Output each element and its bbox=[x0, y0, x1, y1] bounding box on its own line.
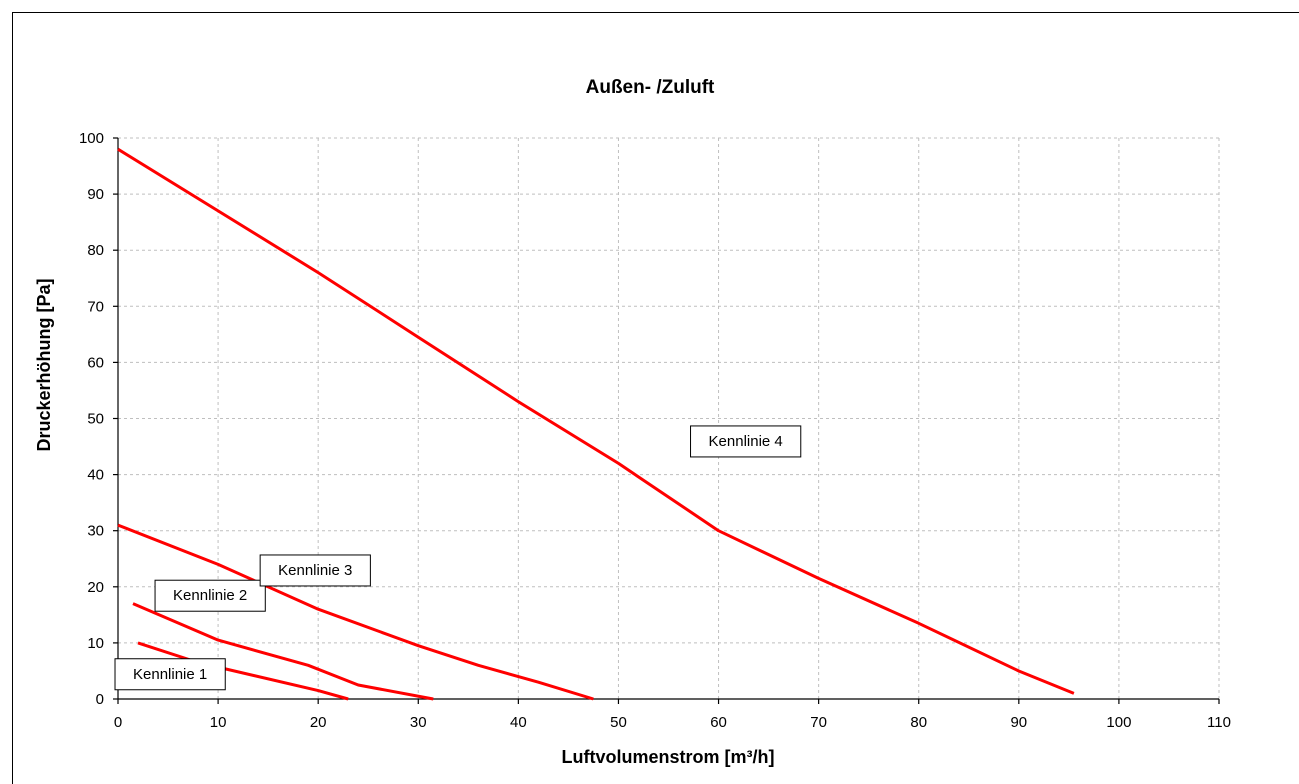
y-tick-label-4: 40 bbox=[87, 467, 104, 484]
x-tick-label-1: 10 bbox=[210, 714, 227, 731]
series-line-2 bbox=[132, 602, 434, 701]
x-tick-label-9: 90 bbox=[1010, 714, 1027, 731]
x-tick-label-10: 100 bbox=[1106, 714, 1131, 731]
y-tick-label-5: 50 bbox=[87, 411, 104, 428]
x-tick-label-3: 30 bbox=[410, 714, 427, 731]
y-tick-label-10: 100 bbox=[79, 130, 104, 147]
y-tick-label-0: 0 bbox=[96, 691, 104, 708]
y-tick-label-1: 10 bbox=[87, 635, 104, 652]
annotation-1: Kennlinie 1 bbox=[114, 658, 226, 691]
x-tick-label-8: 80 bbox=[910, 714, 927, 731]
chart-frame bbox=[12, 12, 1299, 784]
y-tick-label-7: 70 bbox=[87, 298, 104, 315]
x-tick-label-0: 0 bbox=[114, 714, 122, 731]
annotation-box-3 bbox=[259, 554, 371, 587]
series-line-3 bbox=[117, 523, 594, 701]
y-tick-label-3: 30 bbox=[87, 523, 104, 540]
x-tick-label-5: 50 bbox=[610, 714, 627, 731]
annotation-3: Kennlinie 3 bbox=[259, 554, 371, 587]
series-line-1 bbox=[137, 641, 349, 701]
x-tick-label-11: 110 bbox=[1207, 714, 1231, 731]
annotation-box-1 bbox=[114, 658, 226, 691]
annotation-label-3: Kennlinie 3 bbox=[278, 562, 352, 579]
x-tick-label-6: 60 bbox=[710, 714, 727, 731]
x-tick-label-4: 40 bbox=[510, 714, 527, 731]
annotation-label-4: Kennlinie 4 bbox=[709, 433, 783, 450]
y-tick-label-6: 60 bbox=[87, 354, 104, 371]
y-tick-label-9: 90 bbox=[87, 186, 104, 203]
chart-title: Außen- /Zuluft bbox=[586, 77, 715, 98]
y-axis-title: Druckerhöhung [Pa] bbox=[34, 278, 54, 451]
annotation-label-2: Kennlinie 2 bbox=[173, 587, 247, 604]
series-line-4 bbox=[117, 147, 1075, 695]
x-tick-label-7: 70 bbox=[810, 714, 827, 731]
annotation-box-4 bbox=[690, 425, 802, 458]
x-axis-title: Luftvolumenstrom [m³/h] bbox=[562, 747, 775, 767]
annotation-label-1: Kennlinie 1 bbox=[133, 666, 207, 683]
annotation-2: Kennlinie 2 bbox=[154, 579, 266, 612]
annotation-box-2 bbox=[154, 579, 266, 612]
y-tick-label-8: 80 bbox=[87, 242, 104, 259]
y-tick-label-2: 20 bbox=[87, 579, 104, 596]
x-tick-label-2: 20 bbox=[310, 714, 327, 731]
annotation-4: Kennlinie 4 bbox=[690, 425, 802, 458]
